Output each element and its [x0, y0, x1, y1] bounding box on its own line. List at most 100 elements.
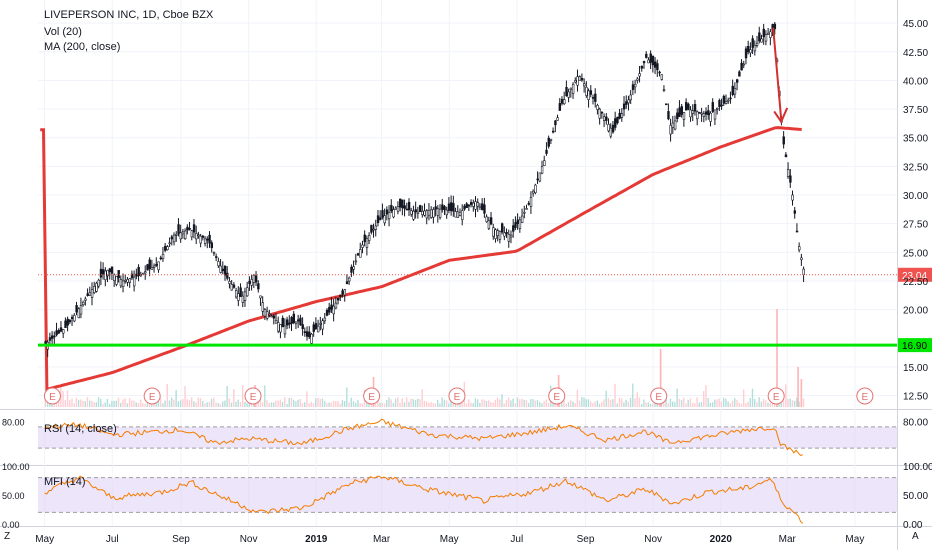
auto-scale-button[interactable]: A [912, 531, 919, 542]
candle-body [773, 23, 777, 30]
volume-bar [264, 385, 266, 407]
candle-body [348, 277, 351, 282]
volume-bar [488, 400, 490, 407]
y-tick-label: 42.50 [903, 48, 928, 59]
volume-bar [530, 399, 532, 407]
volume-bar [246, 403, 248, 407]
volume-bar [545, 399, 548, 407]
candle-body [558, 103, 562, 111]
rsi-indicator-label[interactable]: RSI (14, close) [44, 423, 117, 435]
volume-bar [685, 403, 687, 407]
candle-body [261, 302, 264, 312]
volume-bar [583, 397, 585, 407]
candle-body [538, 172, 542, 182]
volume-bar [742, 389, 745, 407]
volume-bar [450, 399, 452, 407]
candle-body [622, 103, 626, 110]
candle-body [556, 117, 559, 121]
candle-body [594, 93, 597, 102]
volume-bar [747, 401, 749, 407]
x-tick-label: 2019 [305, 534, 328, 545]
volume-bar [734, 398, 736, 407]
volume-spike [800, 379, 803, 407]
volume-bar [386, 400, 388, 407]
candle-body [266, 311, 269, 319]
volume-spike [659, 349, 662, 407]
candle-body [110, 266, 114, 274]
candle-body [90, 289, 94, 298]
volume-bar [268, 402, 270, 407]
candle-body [352, 266, 355, 270]
y-tick-label: 35.00 [903, 134, 928, 145]
candle-body [290, 317, 293, 324]
candle-body [403, 205, 406, 209]
candle-body [569, 87, 573, 91]
candle-body [121, 280, 125, 287]
volume-bar [636, 392, 638, 407]
volume-bar [106, 398, 109, 407]
candle-body [168, 242, 171, 245]
candle-body [188, 228, 191, 230]
x-tick-label: May [35, 534, 54, 545]
candle-body [583, 83, 586, 87]
volume-bar [527, 403, 530, 407]
volume-bar [57, 400, 60, 407]
candle-body [418, 205, 422, 212]
candle-body [396, 206, 400, 212]
mfi-indicator-label[interactable]: MFI (14) [44, 476, 86, 488]
volume-bar [213, 397, 215, 407]
rsi-band [38, 426, 897, 449]
candle-body [325, 309, 329, 316]
volume-bar [754, 399, 756, 407]
volume-bar [144, 403, 146, 407]
candle-body [527, 203, 531, 205]
volume-indicator-label[interactable]: Vol (20) [44, 26, 82, 38]
volume-bar [698, 402, 700, 407]
rsi-tick-label: 80.00 [903, 418, 928, 429]
volume-bar [297, 399, 299, 407]
candle-body [164, 245, 167, 251]
candle-body [170, 236, 174, 240]
candle-body [647, 59, 650, 64]
candle-body [452, 203, 455, 212]
candle-body [51, 335, 54, 339]
candle-body [246, 287, 249, 297]
volume-bar [563, 400, 565, 407]
candle-body [507, 234, 511, 242]
candle-body [755, 42, 759, 46]
earnings-marker [143, 387, 161, 405]
y-tick-label: 30.00 [903, 191, 928, 202]
volume-bar [108, 403, 111, 407]
timezone-button[interactable]: Z [4, 531, 11, 542]
volume-bar [173, 399, 175, 407]
volume-bar [718, 398, 720, 407]
volume-bar [760, 401, 763, 407]
candle-body [432, 209, 435, 218]
volume-bar [581, 397, 583, 407]
candle-body [532, 190, 535, 194]
volume-bar [707, 398, 709, 407]
candle-body [567, 91, 570, 98]
volume-bar [394, 398, 397, 407]
candle-body [691, 110, 695, 114]
volume-bar [541, 403, 543, 407]
earnings-marker-label: E [553, 392, 560, 403]
candle-body [128, 278, 131, 283]
candle-body [68, 319, 72, 323]
candle-body [254, 275, 258, 283]
volume-bar [224, 400, 226, 407]
earnings-marker [43, 387, 61, 405]
volume-bar [505, 399, 508, 407]
volume-bar [86, 397, 89, 407]
volume-bar [104, 402, 106, 407]
candle-body [268, 313, 271, 316]
volume-bar [226, 385, 228, 407]
candle-body [709, 112, 712, 122]
volume-bar [408, 401, 410, 407]
volume-bar [381, 403, 383, 407]
candle-body [232, 284, 236, 288]
ma-indicator-label[interactable]: MA (200, close) [44, 41, 121, 53]
volume-bar [798, 401, 800, 407]
volume-bar [592, 403, 594, 407]
